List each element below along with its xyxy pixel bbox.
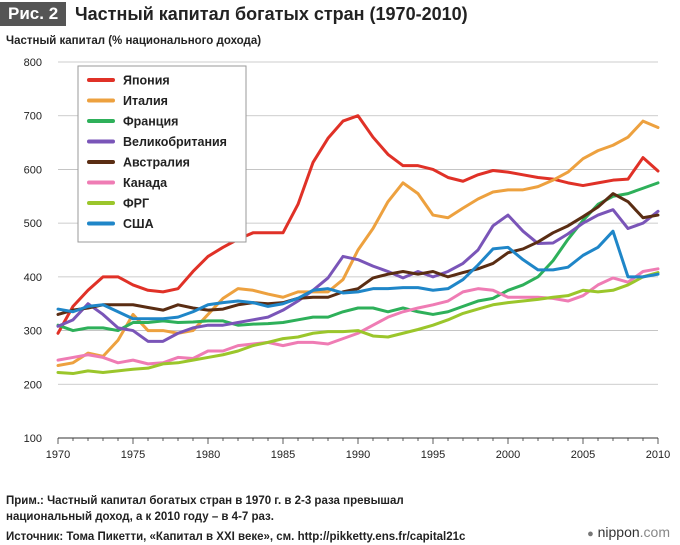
y-tick-label-600: 600 <box>24 164 42 176</box>
series-3 <box>56 208 660 343</box>
figure-title: Частный капитал богатых стран (1970-2010… <box>75 4 468 24</box>
legend-label-1: Италия <box>123 94 168 108</box>
x-tick-label-2000: 2000 <box>496 449 520 461</box>
series-5 <box>56 267 660 366</box>
x-tick-label-1995: 1995 <box>421 449 445 461</box>
y-axis-label: Частный капитал (% национального дохода) <box>6 35 262 47</box>
figure-header: Рис. 2 Частный капитал богатых стран (19… <box>0 0 680 30</box>
x-tick-label-1970: 1970 <box>46 449 70 461</box>
y-tick-label-100: 100 <box>24 433 42 445</box>
note-line-1: Прим.: Частный капитал богатых стран в 1… <box>6 495 404 507</box>
x-tick-label-1975: 1975 <box>121 449 145 461</box>
y-tick-label-300: 300 <box>24 326 42 338</box>
series-line-4 <box>56 192 660 316</box>
x-tick-label-1980: 1980 <box>196 449 220 461</box>
legend-label-4: Австралия <box>123 156 190 170</box>
y-tick-label-800: 800 <box>24 57 42 69</box>
legend-label-0: Япония <box>123 74 170 88</box>
legend-label-7: США <box>123 217 154 231</box>
y-tick-label-200: 200 <box>24 379 42 391</box>
note-line-2: национальный доход, а к 2010 году – в 4-… <box>6 511 274 523</box>
x-tick-label-2005: 2005 <box>571 449 595 461</box>
series-line-6 <box>56 271 660 376</box>
series-lines <box>56 114 660 376</box>
brand-dot-icon: ● <box>587 528 594 540</box>
y-tick-label-500: 500 <box>24 218 42 230</box>
series-7 <box>56 229 660 321</box>
brand-name: nippon <box>597 524 640 540</box>
series-line-5 <box>56 267 660 366</box>
y-tick-label-400: 400 <box>24 272 42 284</box>
legend-label-5: Канада <box>123 176 168 190</box>
nippon-logo: ● nippon.com <box>587 524 670 540</box>
legend-label-6: ФРГ <box>123 197 149 211</box>
series-0 <box>56 114 660 335</box>
legend-box <box>77 65 247 243</box>
series-line-1 <box>56 119 660 367</box>
x-tick-label-1990: 1990 <box>346 449 370 461</box>
axes: 100 200 300 400 500 600 700 800 1970 1975 1980 1985… <box>24 57 671 461</box>
series-1 <box>56 119 660 367</box>
x-tick-label-2010: 2010 <box>646 449 670 461</box>
series-4 <box>56 192 660 316</box>
legend: Япония Италия Франция Великобритания Австрал… <box>77 65 247 243</box>
legend-label-2: Франция <box>123 115 178 129</box>
y-tick-label-700: 700 <box>24 111 42 123</box>
series-2 <box>56 181 660 333</box>
legend-label-3: Великобритания <box>123 135 227 149</box>
x-tick-label-1985: 1985 <box>271 449 295 461</box>
series-line-2 <box>56 181 660 333</box>
figure-number-badge: Рис. 2 <box>0 2 67 26</box>
series-line-0 <box>56 114 660 335</box>
brand-suffix: .com <box>639 524 670 540</box>
source-note: Источник: Тома Пикетти, «Капитал в XXI в… <box>6 531 466 543</box>
series-line-7 <box>56 229 660 321</box>
series-line-3 <box>56 208 660 343</box>
series-6 <box>56 271 660 376</box>
